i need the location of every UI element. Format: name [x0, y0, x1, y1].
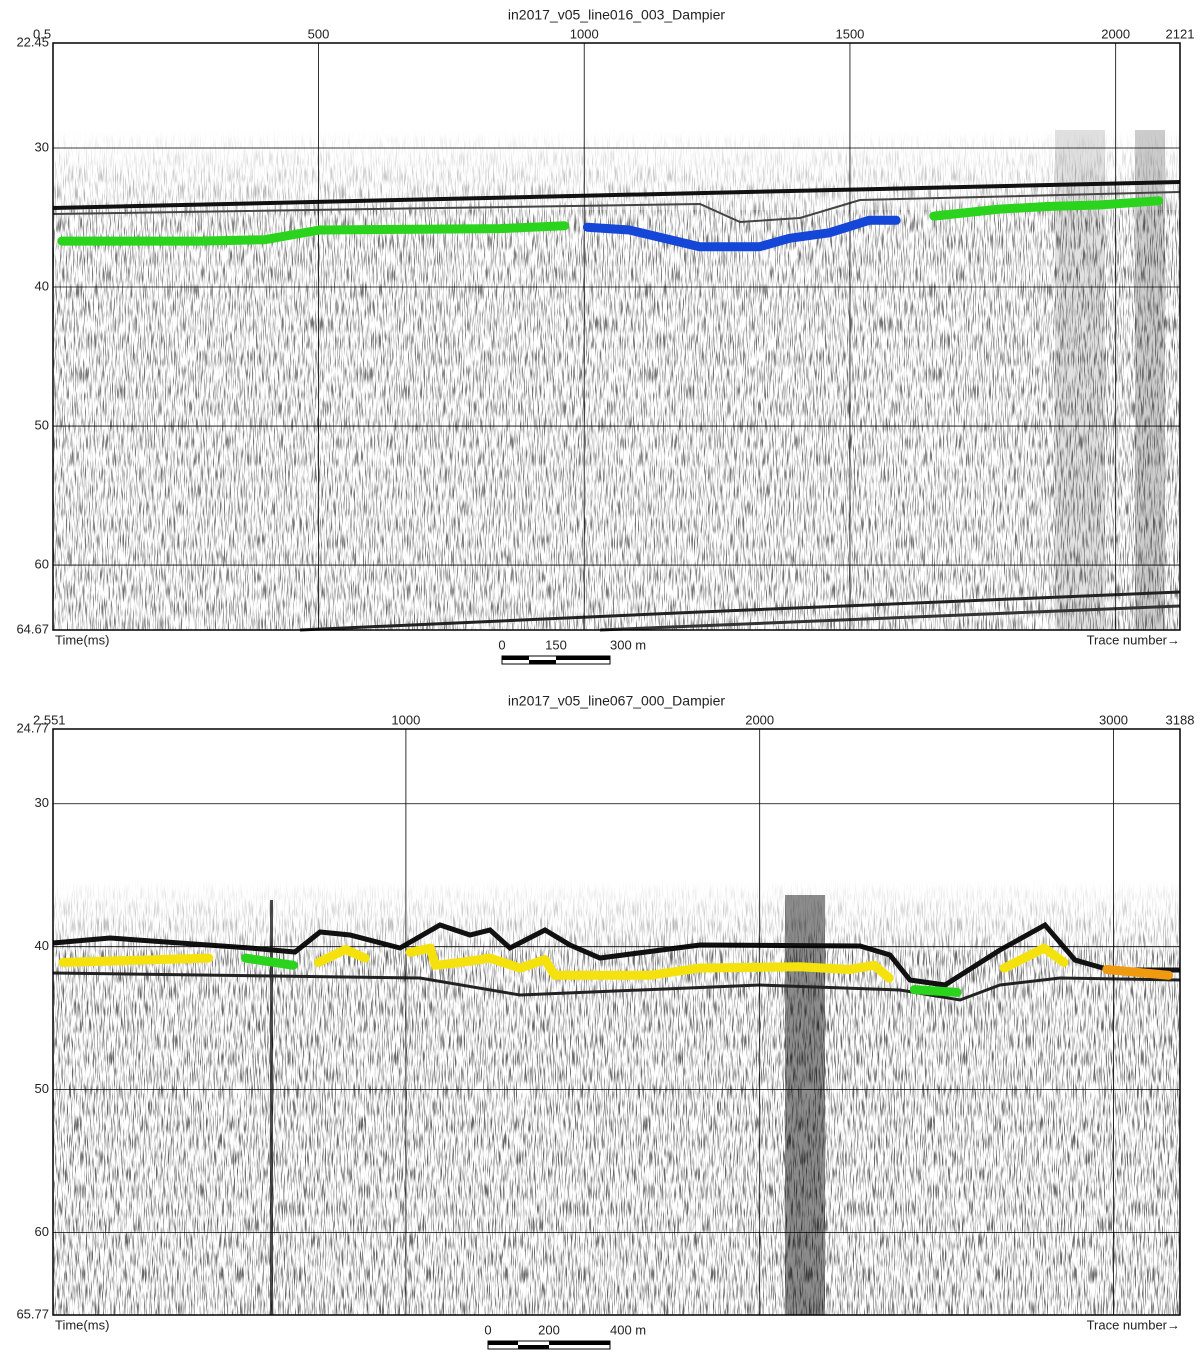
y-axis-label: Time(ms) — [55, 1317, 109, 1332]
y-tick-label: 60 — [35, 1224, 49, 1239]
scale-label: 0 — [484, 1322, 491, 1337]
y-tick-label: 40 — [35, 938, 49, 953]
x-tick-label: 2000 — [1101, 26, 1130, 41]
y-tick-label: 64.67 — [16, 621, 49, 636]
y-tick-label: 24.77 — [16, 720, 49, 735]
y-tick-label: 65.77 — [16, 1306, 49, 1321]
x-tick-label: 1500 — [835, 26, 864, 41]
scale-label: 200 — [538, 1322, 560, 1337]
x-axis-label: Trace number→ — [1087, 632, 1180, 647]
x-tick-label: 0.5 — [33, 26, 51, 41]
horizon-line — [241, 953, 962, 997]
horizon-line — [58, 943, 1069, 983]
y-tick-label: 30 — [35, 139, 49, 154]
x-tick-label: 2000 — [745, 712, 774, 727]
plot-frame — [52, 728, 1181, 1316]
x-axis-label: Trace number→ — [1087, 1317, 1180, 1332]
scale-bar — [487, 1340, 611, 1350]
y-tick-label: 40 — [35, 278, 49, 293]
x-tick-label: 1000 — [570, 26, 599, 41]
scale-label: 150 — [545, 637, 567, 652]
x-tick-label: 2121 — [1166, 26, 1195, 41]
y-axis-label: Time(ms) — [55, 632, 109, 647]
scale-bar — [501, 655, 611, 665]
x-tick-label: 3188 — [1166, 712, 1195, 727]
horizon-line — [929, 196, 1164, 221]
scale-label: 300 m — [610, 637, 646, 652]
x-tick-label: 500 — [308, 26, 330, 41]
chart-title: in2017_v05_line067_000_Dampier — [508, 693, 726, 709]
plot-frame — [52, 42, 1181, 631]
horizon-line — [582, 215, 901, 252]
x-tick-label: 1000 — [391, 712, 420, 727]
scale-label: 400 m — [610, 1322, 646, 1337]
x-tick-label: 3000 — [1099, 712, 1128, 727]
x-tick-label: 2.551 — [33, 712, 66, 727]
horizon-line — [57, 221, 569, 246]
y-tick-label: 22.45 — [16, 34, 49, 49]
y-tick-label: 30 — [35, 795, 49, 810]
horizon-line — [1102, 965, 1174, 980]
y-tick-label: 50 — [35, 1081, 49, 1096]
y-tick-label: 60 — [35, 557, 49, 572]
y-tick-label: 50 — [35, 417, 49, 432]
chart-title: in2017_v05_line016_003_Dampier — [508, 7, 726, 23]
scale-label: 0 — [498, 637, 505, 652]
seismic-texture — [52, 880, 1181, 1315]
